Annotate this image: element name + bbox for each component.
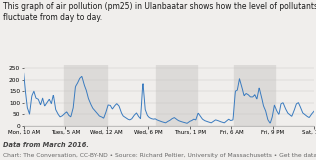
Text: Data from March 2016.: Data from March 2016. — [3, 142, 89, 148]
Bar — [156, 65, 197, 126]
Bar — [234, 65, 275, 126]
Text: Chart: The Conversation, CC-BY-ND • Source: Richard Peltier, University of Massa: Chart: The Conversation, CC-BY-ND • Sour… — [3, 153, 316, 158]
Text: This graph of air pollution (pm25) in Ulanbaatar shows how the level of pollutan: This graph of air pollution (pm25) in Ul… — [3, 2, 316, 23]
Bar — [64, 65, 106, 126]
